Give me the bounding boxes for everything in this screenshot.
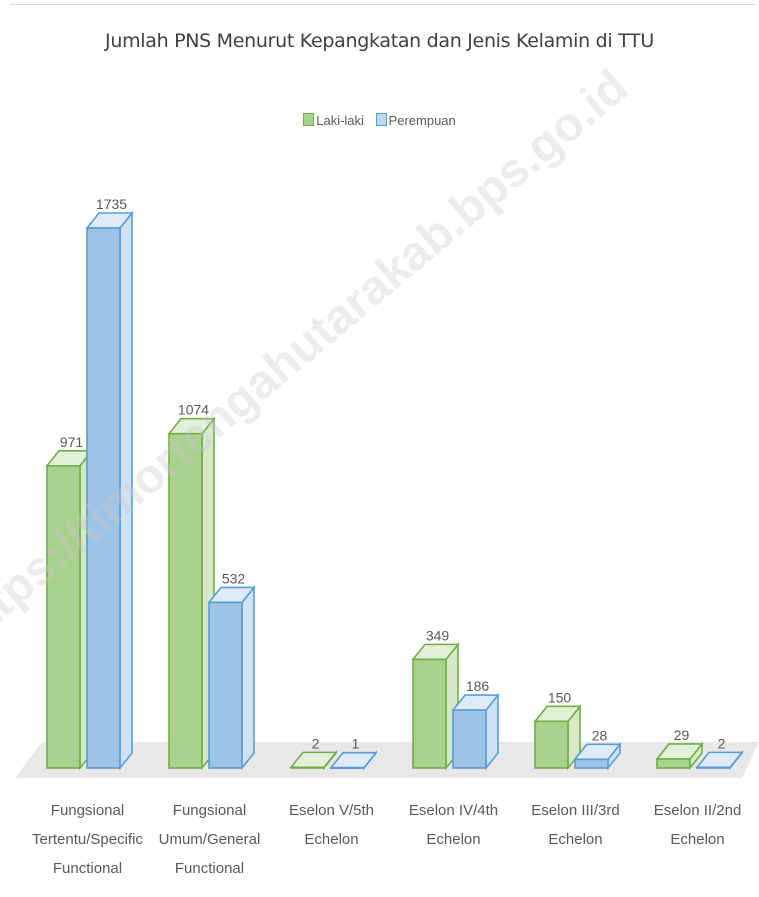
data-label-perempuan-5: 2	[718, 735, 726, 751]
category-label-1-line-2: Functional	[175, 860, 244, 877]
legend-swatch-laki-laki	[303, 113, 315, 126]
bar-laki-laki-5	[656, 758, 691, 769]
category-label-3-line-0: Eselon IV/4th	[409, 802, 498, 819]
bar-perempuan-1	[208, 601, 243, 769]
bar-laki-laki-4	[534, 720, 569, 769]
data-label-laki-laki-1: 1074	[178, 402, 209, 418]
category-label-4-line-0: Eselon III/3rd	[531, 802, 619, 819]
bar-perempuan-3	[452, 709, 487, 769]
legend: Laki-laki Perempuan	[0, 113, 759, 128]
category-label-2-line-1: Echelon	[304, 831, 358, 848]
data-label-laki-laki-4: 150	[548, 689, 572, 705]
bar-laki-laki-0	[46, 464, 81, 769]
category-label-1-line-0: Fungsional	[173, 802, 246, 819]
category-label-3-line-1: Echelon	[426, 831, 480, 848]
legend-label-perempuan: Perempuan	[388, 113, 456, 128]
top-border	[10, 4, 755, 5]
data-label-laki-laki-3: 349	[426, 627, 450, 643]
bar-laki-laki-2	[290, 766, 325, 769]
chart-title: Jumlah PNS Menurut Kepangkatan dan Jenis…	[105, 30, 654, 52]
data-label-laki-laki-5: 29	[674, 727, 690, 743]
data-label-perempuan-0: 1735	[96, 196, 127, 212]
data-label-perempuan-2: 1	[352, 736, 360, 752]
legend-item-laki-laki: Laki-laki	[303, 113, 364, 128]
category-label-0-line-2: Functional	[53, 860, 122, 877]
data-label-perempuan-1: 532	[222, 570, 246, 586]
data-label-laki-laki-0: 971	[60, 434, 84, 450]
bar-laki-laki-3	[412, 658, 447, 769]
bar-perempuan-2	[330, 766, 365, 769]
category-label-5-line-0: Eselon II/2nd	[654, 802, 742, 819]
category-label-5-line-1: Echelon	[670, 831, 724, 848]
legend-swatch-perempuan	[375, 113, 387, 126]
category-label-4-line-1: Echelon	[548, 831, 602, 848]
bar-perempuan-0	[86, 227, 121, 769]
category-label-1-line-1: Umum/General	[159, 831, 261, 848]
data-label-laki-laki-2: 2	[312, 735, 320, 751]
category-label-0-line-0: Fungsional	[51, 802, 124, 819]
category-label-2-line-0: Eselon V/5th	[289, 802, 374, 819]
category-label-0-line-1: Tertentu/Specific	[32, 831, 143, 848]
legend-label-laki-laki: Laki-laki	[316, 113, 364, 128]
data-label-perempuan-3: 186	[466, 678, 490, 694]
legend-item-perempuan: Perempuan	[375, 113, 456, 128]
bar-perempuan-5	[696, 766, 731, 769]
bar-laki-laki-1	[168, 432, 203, 769]
bar-perempuan-4	[574, 758, 609, 769]
bar-perempuan-1-side	[241, 585, 255, 771]
data-label-perempuan-4: 28	[592, 727, 608, 743]
